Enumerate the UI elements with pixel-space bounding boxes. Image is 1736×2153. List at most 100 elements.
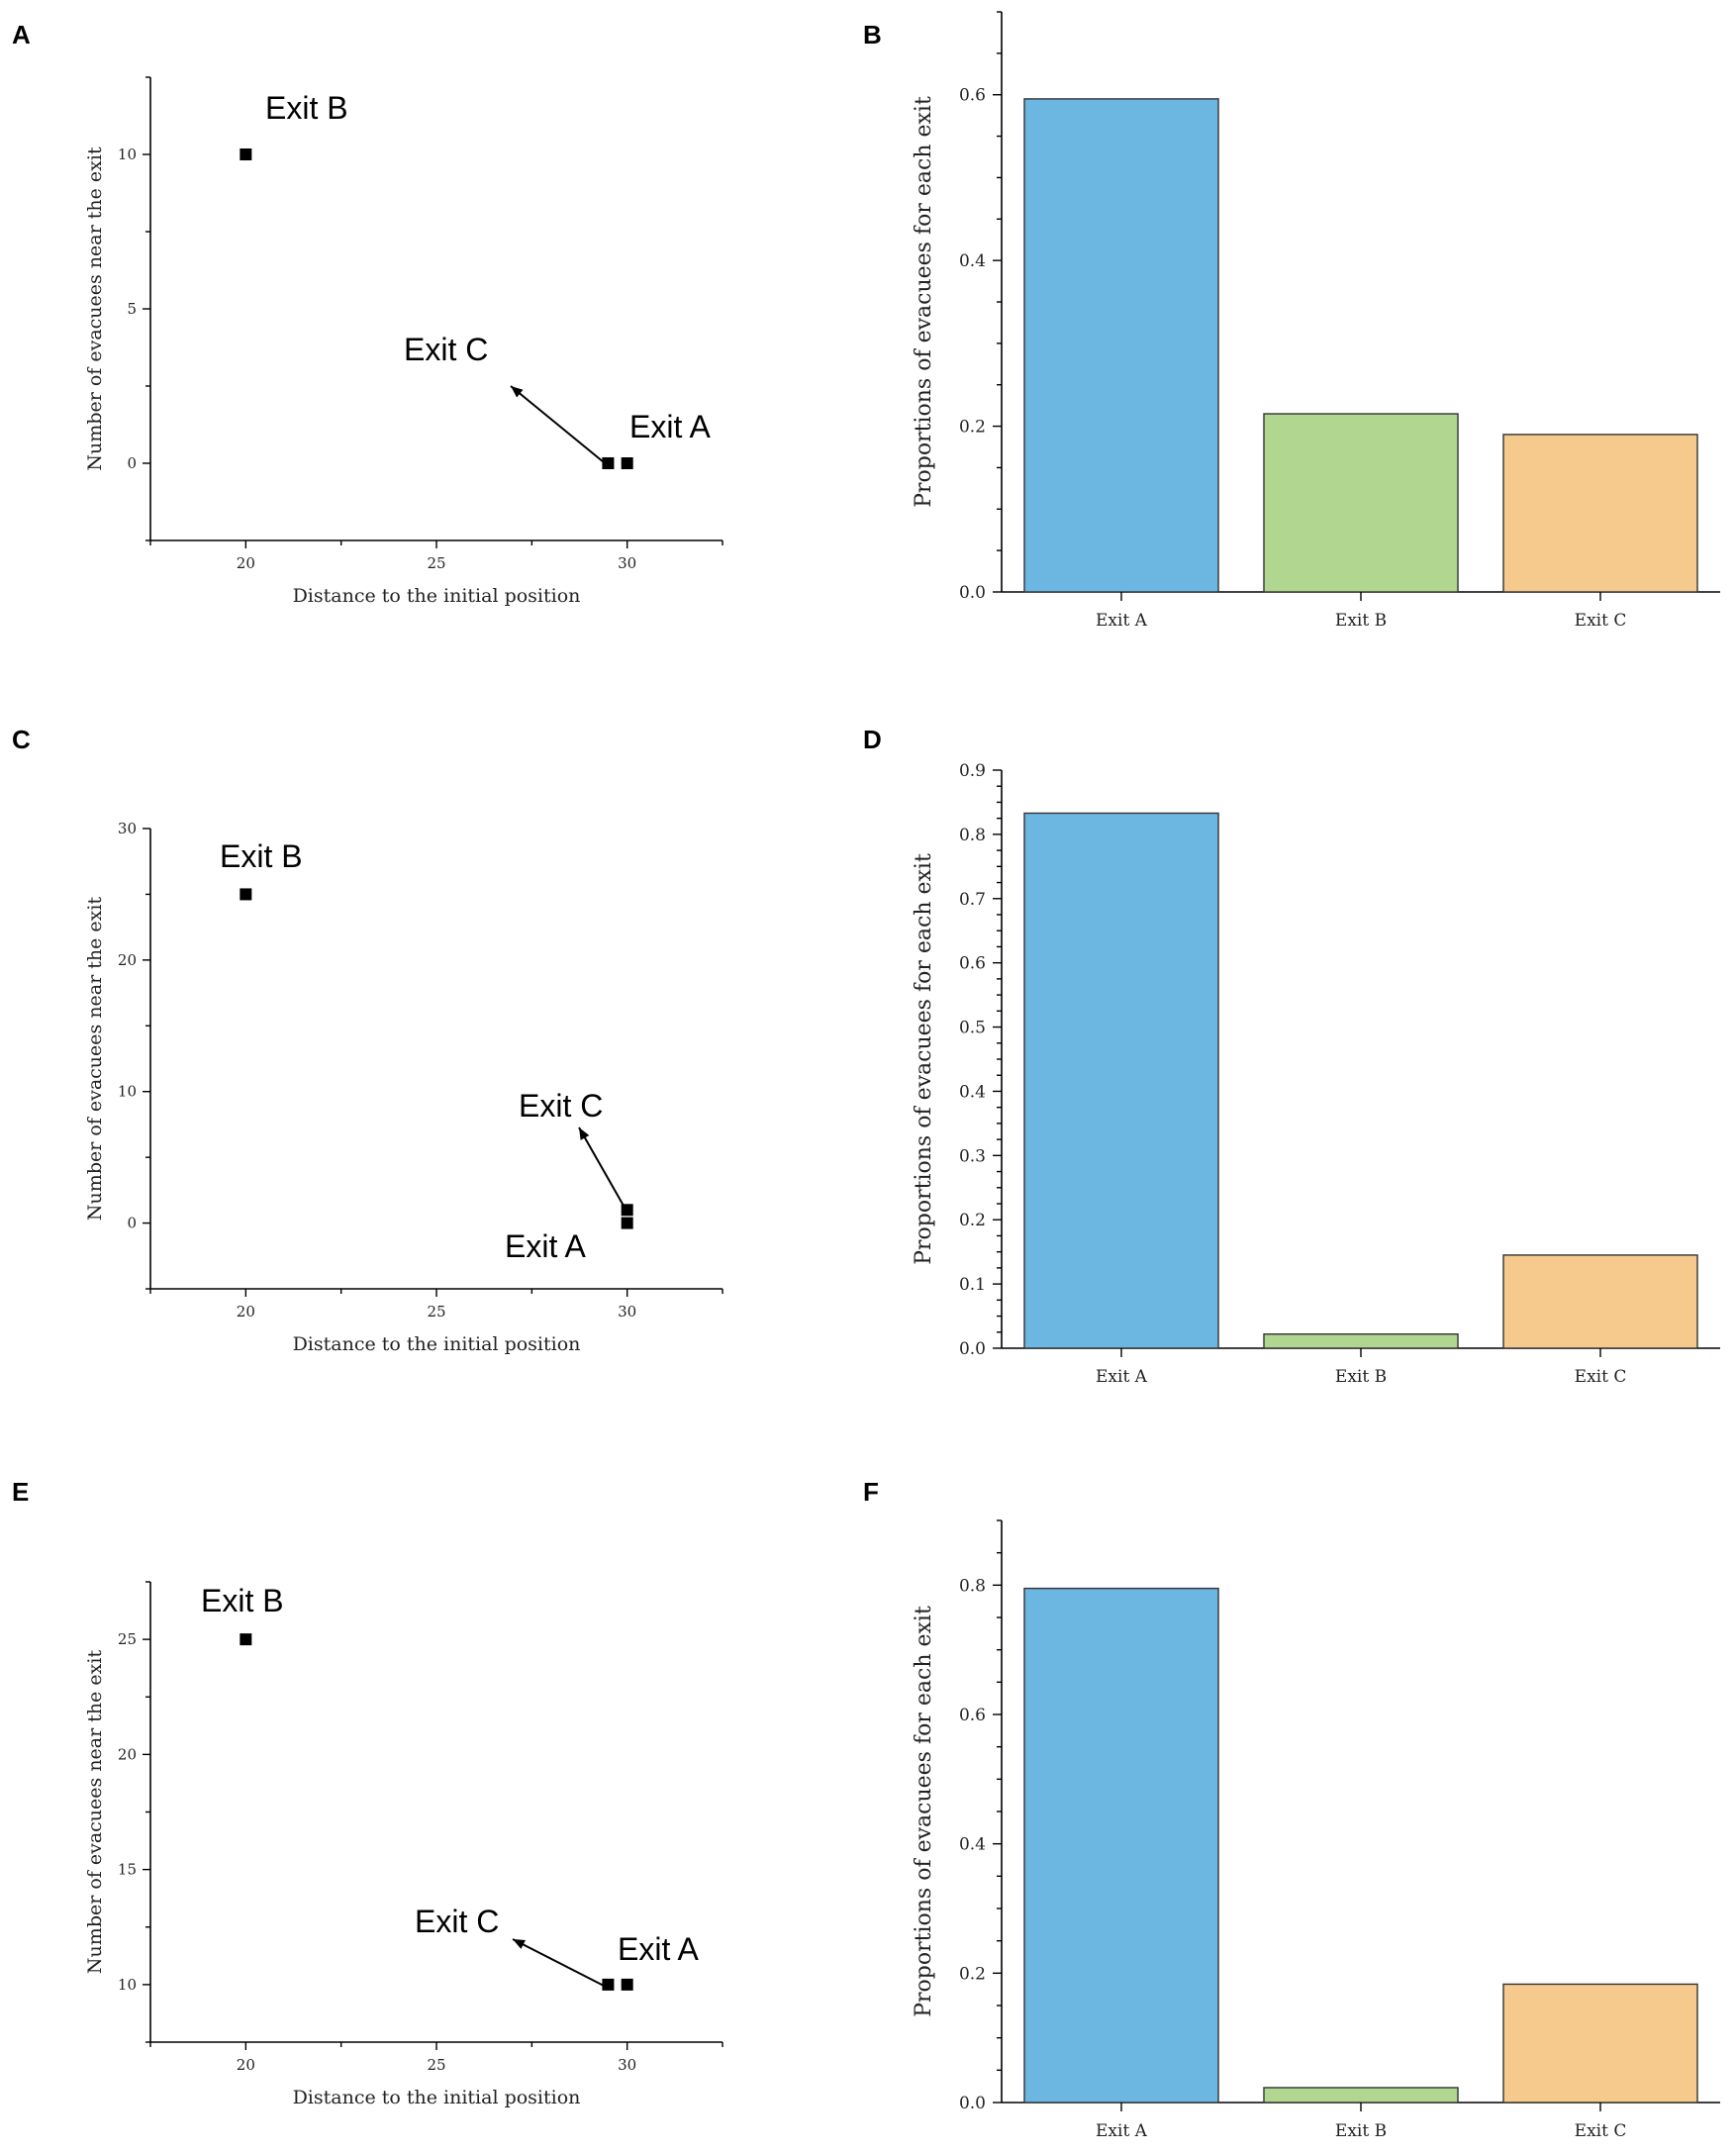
x-tick-label-f: Exit B (1335, 2121, 1387, 2141)
point-label-exit-a: Exit A (629, 409, 711, 444)
point-label-exit-c: Exit C (404, 332, 488, 367)
y-tick-label-d: 0.3 (959, 1146, 986, 1166)
y-tick-label-b: 0.2 (959, 418, 986, 438)
bar-exit-c (1502, 1254, 1698, 1349)
bar-exit-b (1263, 413, 1459, 593)
x-tick-label-d: Exit B (1335, 1367, 1387, 1387)
y-tick-label-e: 10 (118, 1976, 137, 1994)
bar-exit-c (1502, 1983, 1698, 2104)
y-tick-label-d: 0.5 (959, 1019, 986, 1038)
y-tick-label-a: 0 (127, 454, 137, 472)
y-tick-label-d: 0.8 (959, 826, 986, 845)
point-label-exit-b: Exit B (220, 838, 303, 874)
panel-label-a: A (12, 20, 31, 49)
scatter-chart-e: 20 25 30 10 15 20 25 Distance to the initial po… (84, 1581, 723, 2108)
y-tick-label-c: 10 (118, 1083, 137, 1101)
annotation-arrow (512, 1938, 607, 1988)
y-tick-label-f: 0.2 (959, 1964, 986, 1984)
bar-exit-c (1502, 434, 1698, 593)
y-axis-title-d: Proportions of evacuees for each exit (912, 853, 936, 1265)
y-tick-label-e: 25 (118, 1630, 137, 1648)
x-axis-title-a: Distance to the initial position (293, 585, 581, 607)
point-label-exit-b: Exit B (201, 1583, 284, 1618)
x-tick-label-a: 20 (237, 554, 255, 572)
bar-exit-a (1023, 1587, 1219, 2104)
y-tick-label-c: 0 (127, 1215, 137, 1232)
y-tick-label-d: 0.9 (959, 761, 986, 781)
x-axis-title-e: Distance to the initial position (293, 2087, 581, 2108)
x-tick-label-a: 25 (427, 554, 445, 572)
data-point-exit-a (621, 457, 633, 469)
bar-exit-a (1023, 98, 1219, 593)
y-tick-label-d: 0.7 (959, 890, 986, 910)
bar-exit-b (1263, 1333, 1459, 1349)
x-tick-label-f: Exit A (1096, 2121, 1148, 2141)
bar-exit-a (1023, 812, 1219, 1349)
bar-chart-d: 0.0 0.1 0.2 0.3 0.4 0.5 0.6 0.7 0.8 0.9 Exit A Exit… (912, 761, 1720, 1387)
x-tick-label-b: Exit C (1575, 611, 1627, 631)
x-tick-label-d: Exit C (1575, 1367, 1627, 1387)
data-point-exit-a (621, 1217, 633, 1229)
data-point-exit-b (240, 148, 252, 160)
y-tick-label-c: 30 (118, 820, 137, 837)
point-label-exit-a: Exit A (505, 1228, 586, 1264)
bar-chart-f: 0.0 0.2 0.4 0.6 0.8 Exit A Exit B Exit C Proport… (912, 1519, 1720, 2141)
y-tick-label-d: 0.0 (959, 1339, 986, 1359)
y-tick-label-d: 0.1 (959, 1275, 986, 1295)
panel-label-d: D (863, 725, 882, 754)
y-tick-label-f: 0.0 (959, 2094, 986, 2113)
arrow-head-icon (513, 1939, 526, 1949)
y-tick-label-c: 20 (118, 951, 137, 969)
x-tick-label-c: 20 (237, 1303, 255, 1321)
y-tick-label-f: 0.8 (959, 1576, 986, 1596)
panel-label-f: F (863, 1477, 879, 1507)
data-point-exit-c (602, 1978, 615, 1991)
x-tick-label-b: Exit B (1335, 611, 1387, 631)
y-tick-label-a: 10 (118, 146, 137, 163)
x-axis-title-c: Distance to the initial position (293, 1333, 581, 1355)
y-tick-label-a: 5 (127, 300, 137, 318)
y-axis-title-f: Proportions of evacuees for each exit (912, 1606, 936, 2017)
x-tick-label-e: 30 (618, 2056, 636, 2074)
x-tick-label-a: 30 (618, 554, 636, 572)
x-tick-label-b: Exit A (1096, 611, 1148, 631)
x-tick-label-e: 20 (237, 2056, 255, 2074)
point-label-exit-a: Exit A (618, 1931, 699, 1967)
point-label-exit-b: Exit B (265, 90, 348, 126)
y-tick-label-d: 0.2 (959, 1211, 986, 1230)
y-tick-label-b: 0.0 (959, 583, 986, 603)
point-label-exit-c: Exit C (519, 1088, 603, 1124)
x-tick-label-d: Exit A (1096, 1367, 1148, 1387)
y-tick-label-b: 0.6 (959, 86, 986, 106)
bar-chart-b: 0.0 0.2 0.4 0.6 Exit A Exit B Exit C Proportion… (912, 11, 1720, 631)
y-tick-label-d: 0.4 (959, 1082, 986, 1102)
y-axis-title-c: Number of evacuees near the exit (84, 897, 106, 1222)
annotation-arrow (578, 1126, 628, 1214)
y-axis-title-e: Number of evacuees near the exit (84, 1650, 106, 1975)
y-tick-label-b: 0.4 (959, 251, 986, 271)
arrow-head-icon (579, 1127, 590, 1140)
data-point-exit-a (621, 1978, 633, 1991)
data-point-exit-b (240, 888, 252, 901)
y-axis-title-a: Number of evacuees near the exit (84, 147, 106, 471)
x-tick-label-c: 25 (427, 1303, 445, 1321)
arrow-head-icon (511, 386, 524, 398)
y-tick-label-f: 0.6 (959, 1706, 986, 1725)
x-tick-label-e: 25 (427, 2056, 445, 2074)
x-tick-label-f: Exit C (1575, 2121, 1627, 2141)
data-point-exit-c (602, 457, 615, 469)
scatter-chart-c: 20 25 30 0 10 20 30 Distance to the initial pos… (84, 820, 723, 1355)
y-tick-label-e: 15 (118, 1861, 137, 1879)
annotation-arrow (510, 385, 605, 463)
x-tick-label-c: 30 (618, 1303, 636, 1321)
panel-label-e: E (12, 1477, 29, 1507)
point-label-exit-c: Exit C (415, 1904, 499, 1939)
panel-label-b: B (863, 20, 882, 49)
data-point-exit-b (240, 1633, 252, 1646)
scatter-chart-a: 20 25 30 0 5 10 Distance to the initial positi… (84, 76, 723, 607)
panel-label-c: C (12, 725, 31, 754)
y-tick-label-e: 20 (118, 1745, 137, 1763)
y-axis-title-b: Proportions of evacuees for each exit (912, 96, 936, 508)
y-tick-label-d: 0.6 (959, 954, 986, 974)
